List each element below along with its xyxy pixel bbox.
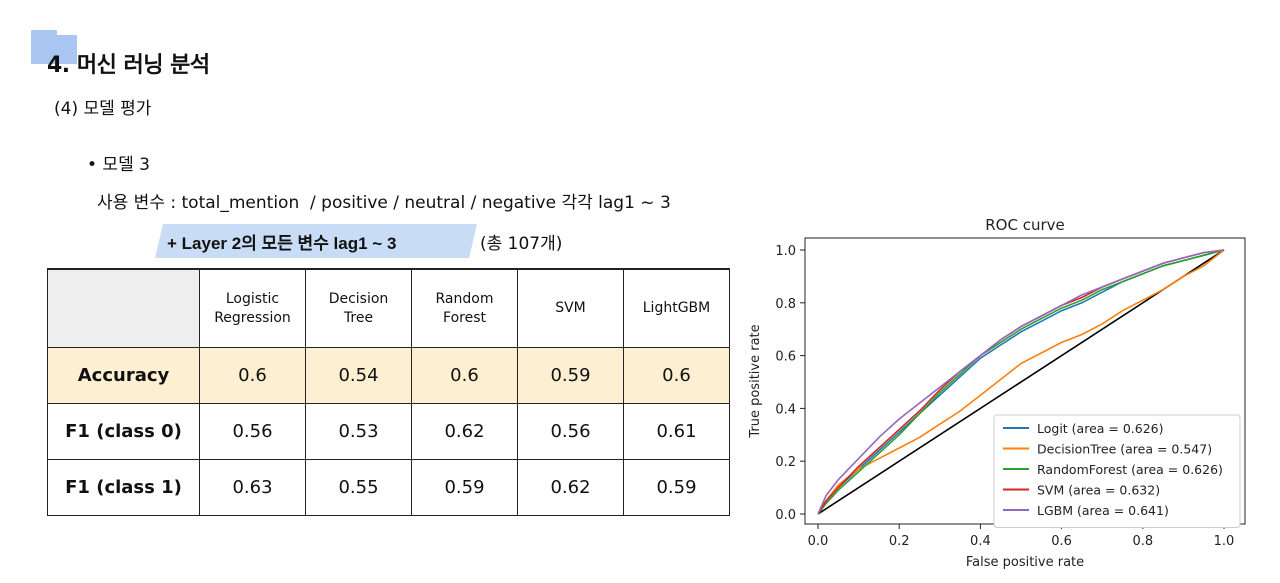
table-cell: 0.56 xyxy=(199,403,306,460)
table-header-row: Logistic Regression Decision Tree Random… xyxy=(47,268,730,348)
chart-title: ROC curve xyxy=(985,216,1065,234)
x-tick-label: 1.0 xyxy=(1214,534,1235,549)
table-cell: 0.6 xyxy=(411,347,518,404)
y-tick-label: 1.0 xyxy=(775,244,796,259)
column-header: LightGBM xyxy=(623,268,730,348)
x-tick-label: 0.0 xyxy=(808,534,829,549)
y-tick-label: 0.8 xyxy=(775,297,796,312)
legend-label: SVM (area = 0.632) xyxy=(1037,483,1160,498)
table-cell: 0.62 xyxy=(517,459,624,516)
section-title: 4. 머신 러닝 분석 xyxy=(47,53,210,78)
x-tick-label: 0.4 xyxy=(970,534,991,549)
table-cell: 0.59 xyxy=(623,459,730,516)
table-row: F1 (class 1) 0.63 0.55 0.59 0.62 0.59 xyxy=(47,459,730,516)
legend-label: Logit (area = 0.626) xyxy=(1037,421,1164,436)
x-tick-label: 0.2 xyxy=(889,534,910,549)
metrics-table: Logistic Regression Decision Tree Random… xyxy=(47,268,730,516)
table-cell: 0.59 xyxy=(411,459,518,516)
series-line xyxy=(817,249,1225,515)
row-label: Accuracy xyxy=(47,347,200,404)
column-header: SVM xyxy=(517,268,624,348)
table-cell: 0.59 xyxy=(517,347,624,404)
series-line xyxy=(817,249,1225,515)
table-cell: 0.63 xyxy=(199,459,306,516)
table-cell: 0.56 xyxy=(517,403,624,460)
model-bullet: • 모델 3 xyxy=(87,155,150,175)
column-header: Logistic Regression xyxy=(199,268,306,348)
y-axis-label: True positive rate xyxy=(748,324,763,438)
row-label: F1 (class 0) xyxy=(47,403,200,460)
table-cell: 0.6 xyxy=(199,347,306,404)
table-cell: 0.6 xyxy=(623,347,730,404)
folder-decoration-icon xyxy=(31,30,77,64)
column-header: Random Forest xyxy=(411,268,518,348)
y-tick-label: 0.6 xyxy=(775,350,796,365)
layer-highlight-text: + Layer 2의 모든 변수 lag1 ~ 3 xyxy=(167,234,397,253)
roc-chart: ROC curve 0.0 0.2 0.4 0.6 0.8 1.0 0.0 0.2 0.4 0.6 0… xyxy=(748,216,1246,570)
y-tick-label: 0.0 xyxy=(775,508,796,523)
x-tick-label: 0.8 xyxy=(1132,534,1153,549)
table-row: Accuracy 0.6 0.54 0.6 0.59 0.6 xyxy=(47,347,730,404)
table-cell: 0.62 xyxy=(411,403,518,460)
column-header: Decision Tree xyxy=(305,268,412,348)
x-tick-label: 0.6 xyxy=(1051,534,1072,549)
y-tick-label: 0.2 xyxy=(775,455,796,470)
legend-label: LGBM (area = 0.641) xyxy=(1037,503,1169,518)
table-cell: 0.55 xyxy=(305,459,412,516)
table-cell: 0.61 xyxy=(623,403,730,460)
legend-label: DecisionTree (area = 0.547) xyxy=(1037,442,1212,457)
subsection-title: (4) 모델 평가 xyxy=(54,99,152,119)
table-row: F1 (class 0) 0.56 0.53 0.62 0.56 0.61 xyxy=(47,403,730,460)
y-tick-label: 0.4 xyxy=(775,402,796,417)
table-cell: 0.54 xyxy=(305,347,412,404)
series-line xyxy=(817,249,1225,515)
table-corner-cell xyxy=(47,268,200,348)
chart-legend xyxy=(993,414,1241,528)
variable-total: (총 107개) xyxy=(480,234,563,254)
legend-label: RandomForest (area = 0.626) xyxy=(1037,462,1223,477)
row-label: F1 (class 1) xyxy=(47,459,200,516)
variables-description: 사용 변수 : total_mention / positive / neutr… xyxy=(97,193,671,213)
x-axis-label: False positive rate xyxy=(966,555,1084,570)
table-cell: 0.53 xyxy=(305,403,412,460)
